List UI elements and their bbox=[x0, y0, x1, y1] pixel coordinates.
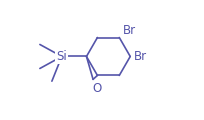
Text: Si: Si bbox=[56, 50, 67, 63]
Text: O: O bbox=[92, 82, 101, 95]
Text: Br: Br bbox=[123, 24, 136, 37]
Text: Br: Br bbox=[134, 50, 147, 63]
